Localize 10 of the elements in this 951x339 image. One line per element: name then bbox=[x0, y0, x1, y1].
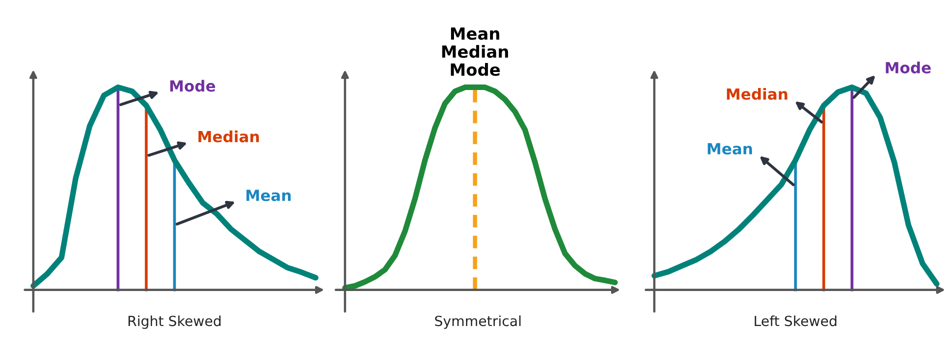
x-axis-title: Right Skewed bbox=[128, 315, 221, 329]
annotation: Mean bbox=[708, 143, 752, 155]
text: Mode bbox=[886, 62, 931, 74]
text: Mean Median Mode bbox=[442, 27, 508, 76]
annotation: Mode bbox=[170, 80, 216, 92]
x-axis-title: Symmetrical bbox=[435, 315, 521, 329]
annotation: Median bbox=[198, 130, 259, 142]
annotation: Median bbox=[726, 88, 788, 100]
x-axis-title: Left Skewed bbox=[754, 315, 836, 326]
annotation: Mean bbox=[246, 190, 291, 202]
